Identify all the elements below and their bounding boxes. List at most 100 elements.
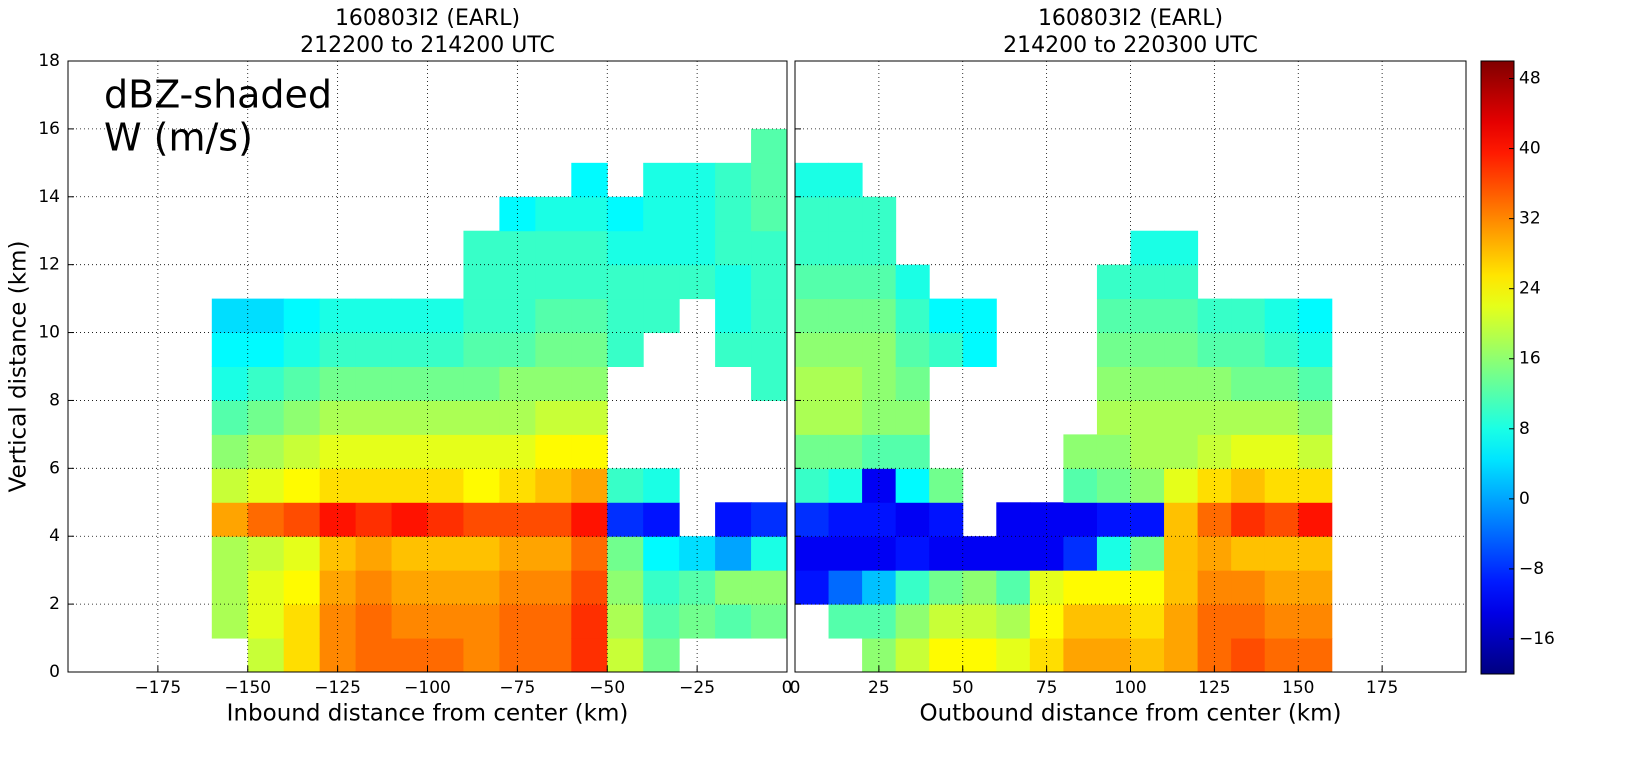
heat-cell [319,298,357,334]
heat-cell [643,264,680,300]
heat-cell [962,604,997,639]
heat-cell [1298,536,1333,571]
heat-cell [1231,536,1266,571]
heat-cell [283,570,321,605]
heat-cell [862,298,897,334]
heat-cell [283,400,321,435]
heat-cell [535,264,572,300]
x-tick-label: −100 [404,678,451,698]
heat-cell [535,570,572,605]
heat-cell [1197,298,1232,334]
heat-cell [355,332,393,367]
heat-cell [828,468,863,503]
heat-cell [211,298,249,334]
x-axis-label: Inbound distance from center (km) [227,701,629,727]
heat-cell [535,434,572,469]
x-tick-label: −150 [224,678,271,698]
heat-cell [571,638,608,673]
heat-cell [427,638,464,673]
heat-cell [1096,366,1131,401]
heat-cell [895,434,930,469]
heat-cell [715,196,752,232]
heat-cell [828,366,863,401]
heat-cell [862,230,897,266]
heat-cell [1264,502,1299,537]
heat-cell [715,230,752,266]
heat-cell [535,230,572,266]
heat-cell [895,604,930,639]
heat-cell [795,468,830,503]
heat-cell [463,298,500,334]
heat-cell [1096,570,1131,605]
heat-cell [1096,264,1131,300]
heat-cell [1197,502,1232,537]
heat-cell [795,230,830,266]
heat-cell [862,434,897,469]
heat-cell [679,230,716,266]
heat-cell [795,536,830,571]
heat-cell [895,264,930,300]
heat-cell [607,298,644,334]
heat-cell [535,400,572,435]
heat-cell [1096,434,1131,469]
heat-cell [895,366,930,401]
heat-cell [1231,604,1266,639]
heat-cell [571,366,608,401]
heat-cell [795,366,830,401]
heat-cell [391,400,428,435]
heat-cell [391,366,428,401]
heat-cell [1164,366,1199,401]
heat-cell [247,298,285,334]
colorbar-tick-label: 32 [1519,209,1541,229]
heatmap [795,162,1333,673]
heat-cell [463,332,500,367]
heat-cell [319,502,357,537]
heat-cell [1130,230,1165,266]
heat-cell [1264,638,1299,673]
heat-cell [643,570,680,605]
heat-cell [1096,468,1131,503]
heat-cell [1130,298,1165,334]
heat-cell [247,434,285,469]
heat-cell [211,536,249,571]
heat-cell [1164,298,1199,334]
heat-cell [1264,536,1299,571]
heat-cell [751,196,788,232]
heat-cell [751,502,788,537]
heat-cell [715,264,752,300]
x-tick-label: 25 [868,678,890,698]
heat-cell [535,366,572,401]
heat-cell [795,400,830,435]
heat-cell [1231,502,1266,537]
heat-cell [795,332,830,367]
heat-cell [427,332,464,367]
heat-cell [211,400,249,435]
heat-cell [283,298,321,334]
heat-cell [1164,502,1199,537]
heat-cell [499,230,536,266]
heat-cell [499,366,536,401]
heat-cell [715,162,752,198]
heat-cell [1264,298,1299,334]
heat-cell [535,536,572,571]
heat-cell [607,196,644,232]
heat-cell [1164,400,1199,435]
heat-cell [463,570,500,605]
heat-cell [715,570,752,605]
x-tick-label: −50 [589,678,625,698]
heat-cell [751,366,788,401]
x-tick-label: 125 [1198,678,1230,698]
heat-cell [607,536,644,571]
heat-cell [571,570,608,605]
heat-cell [679,570,716,605]
heat-cell [795,298,830,334]
heat-cell [895,502,930,537]
heat-cell [607,264,644,300]
heat-cell [643,604,680,639]
x-tick-label: −125 [314,678,361,698]
x-tick-label: 175 [1366,678,1398,698]
heat-cell [828,400,863,435]
heat-cell [1164,468,1199,503]
heat-cell [571,502,608,537]
heat-cell [391,298,428,334]
